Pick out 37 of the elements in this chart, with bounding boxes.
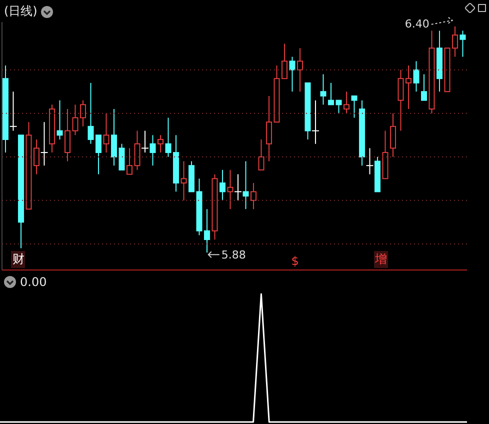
annotation: $ (290, 254, 300, 268)
candlestick (242, 160, 249, 210)
candlestick (258, 138, 264, 170)
candlestick (328, 82, 334, 106)
candlestick (220, 169, 226, 201)
candlestick (180, 160, 187, 201)
candlestick (227, 169, 234, 210)
candlestick (126, 148, 132, 175)
chart-title: 0.00 (20, 275, 47, 289)
candlestick (312, 100, 320, 144)
annotation: 6.40 (404, 17, 430, 30)
candlestick (64, 108, 70, 162)
candlestick (150, 134, 156, 166)
candlestick (56, 100, 63, 140)
candlestick (390, 112, 396, 158)
annotation: 增 (374, 251, 388, 268)
annotation: 5.88 (221, 248, 246, 262)
chart-title: (日线) (4, 3, 38, 20)
annotation: 财 (11, 251, 26, 268)
candlestick (421, 74, 427, 101)
candlestick (266, 95, 272, 162)
candlestick (118, 143, 125, 170)
candlestick (141, 130, 149, 154)
candlestick (103, 112, 110, 154)
candlestick (289, 56, 296, 92)
candlestick (413, 60, 420, 92)
candlestick (250, 182, 256, 210)
candlestick (344, 91, 350, 114)
candlestick (320, 74, 326, 106)
candlestick (460, 30, 466, 58)
candlestick (351, 95, 358, 118)
candlestick (297, 48, 303, 92)
candlestick (158, 134, 164, 154)
candlestick (234, 174, 242, 201)
candlestick (111, 108, 117, 166)
candlestick (134, 130, 140, 170)
candlestick (336, 100, 342, 114)
